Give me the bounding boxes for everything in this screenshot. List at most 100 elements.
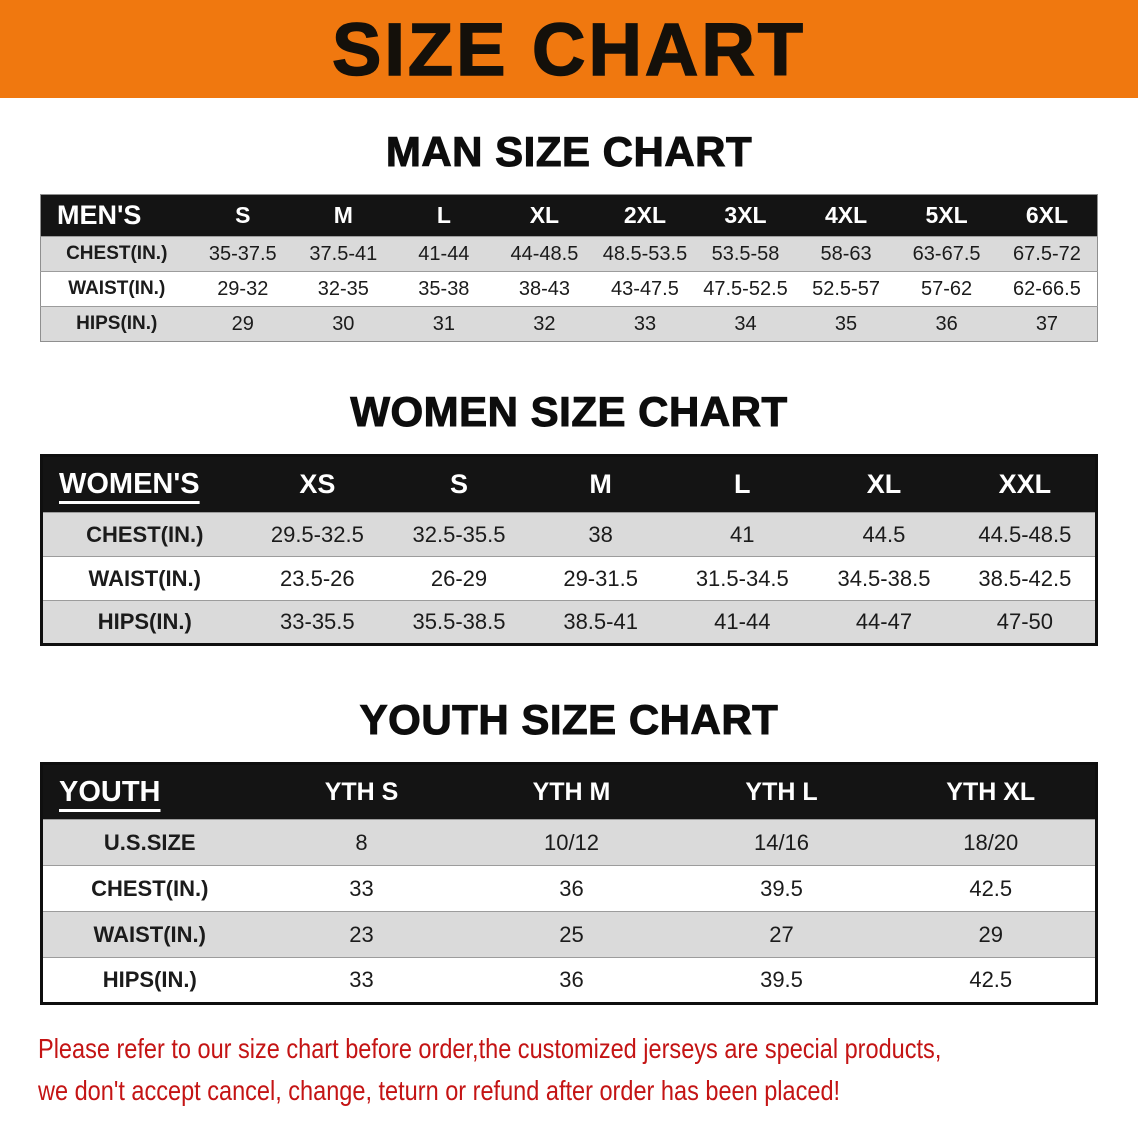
size-value: 29 <box>192 306 294 342</box>
women-size-section: WOMEN SIZE CHART WOMEN'S XS S M L XL XXL CHEST(… <box>0 388 1138 646</box>
table-row: CHEST(IN.) 33 36 39.5 42.5 <box>41 865 1097 912</box>
size-value: 38 <box>529 512 672 557</box>
size-column-header: 4XL <box>824 202 868 228</box>
size-value: 36 <box>466 957 677 1004</box>
row-label: HIPS(IN.) <box>41 600 247 645</box>
disclaimer-line-2: we don't accept cancel, change, teturn o… <box>38 1075 841 1107</box>
table-title-cell: YOUTH <box>59 775 161 808</box>
disclaimer-text: Please refer to our size chart before or… <box>38 1031 1138 1110</box>
size-value: 29.5-32.5 <box>246 512 389 557</box>
men-section-heading: MAN SIZE CHART <box>385 128 753 176</box>
size-value: 47-50 <box>954 600 1097 645</box>
size-value: 48.5-53.5 <box>594 236 696 272</box>
size-value: 31 <box>393 306 495 342</box>
size-value: 33 <box>256 865 467 912</box>
size-column-header: YTH S <box>324 777 399 806</box>
size-value: 30 <box>293 306 394 342</box>
size-column-header: YTH M <box>532 777 611 806</box>
size-value: 35-38 <box>393 271 495 307</box>
size-value: 29-32 <box>192 271 294 307</box>
size-value: 14/16 <box>676 819 887 866</box>
row-label: WAIST(IN.) <box>40 271 193 307</box>
size-value: 67.5-72 <box>996 236 1098 272</box>
size-value: 18/20 <box>886 819 1097 866</box>
size-value: 23 <box>256 911 467 958</box>
size-value: 38.5-42.5 <box>954 556 1097 601</box>
row-label: CHEST(IN.) <box>41 512 247 557</box>
banner-title: SIZE CHART <box>331 7 806 92</box>
size-value: 47.5-52.5 <box>695 271 796 307</box>
size-column-header: 2XL <box>623 202 667 228</box>
youth-size-section: YOUTH SIZE CHART YOUTH YTH S YTH M YTH L YTH… <box>0 696 1138 1005</box>
size-column-header: YTH L <box>745 777 818 806</box>
size-column-header: 5XL <box>925 202 968 228</box>
youth-size-table: YOUTH YTH S YTH M YTH L YTH XL U.S.SIZE 8 10/12… <box>40 762 1098 1005</box>
size-value: 62-66.5 <box>996 271 1098 307</box>
size-value: 43-47.5 <box>594 271 696 307</box>
size-column-header: 6XL <box>1025 202 1069 228</box>
size-value: 41-44 <box>393 236 495 272</box>
women-section-heading: WOMEN SIZE CHART <box>350 388 788 436</box>
size-value: 44-47 <box>813 600 955 645</box>
size-value: 33 <box>594 306 696 342</box>
table-row: WAIST(IN.) 23 25 27 29 <box>41 911 1097 958</box>
table-header-row: MEN'S S M L XL 2XL 3XL 4XL 5XL 6XL <box>40 194 1098 237</box>
row-label: WAIST(IN.) <box>41 556 247 601</box>
table-title-cell: MEN'S <box>57 200 142 230</box>
size-column-header: 3XL <box>724 202 767 228</box>
men-size-section: MAN SIZE CHART MEN'S S M L XL 2XL 3XL 4XL 5XL 6XL… <box>0 128 1138 342</box>
size-value: 34 <box>695 306 796 342</box>
size-value: 37.5-41 <box>293 236 394 272</box>
size-value: 23.5-26 <box>246 556 389 601</box>
size-column-header: S <box>235 202 251 228</box>
size-value: 53.5-58 <box>695 236 796 272</box>
size-value: 27 <box>676 911 887 958</box>
size-value: 35.5-38.5 <box>388 600 530 645</box>
size-value: 58-63 <box>795 236 897 272</box>
size-value: 26-29 <box>388 556 530 601</box>
table-title-cell: WOMEN'S <box>59 468 200 500</box>
size-value: 33-35.5 <box>246 600 389 645</box>
size-value: 35-37.5 <box>192 236 294 272</box>
size-column-header: XS <box>299 469 336 499</box>
table-row: HIPS(IN.) 29 30 31 32 33 34 35 36 37 <box>40 306 1098 342</box>
size-value: 44-48.5 <box>494 236 595 272</box>
size-value: 31.5-34.5 <box>671 556 814 601</box>
row-label: HIPS(IN.) <box>41 957 257 1004</box>
size-value: 35 <box>795 306 897 342</box>
table-row: HIPS(IN.) 33-35.5 35.5-38.5 38.5-41 41-44 44-… <box>41 600 1097 645</box>
size-value: 37 <box>996 306 1098 342</box>
size-column-header: XL <box>529 202 560 228</box>
size-value: 10/12 <box>466 819 677 866</box>
row-label: HIPS(IN.) <box>40 306 193 342</box>
size-value: 41 <box>671 512 814 557</box>
row-label: WAIST(IN.) <box>41 911 257 958</box>
size-value: 25 <box>466 911 677 958</box>
size-value: 32.5-35.5 <box>388 512 530 557</box>
size-value: 36 <box>896 306 997 342</box>
size-value: 44.5-48.5 <box>954 512 1097 557</box>
size-value: 34.5-38.5 <box>813 556 955 601</box>
size-value: 57-62 <box>896 271 997 307</box>
size-column-header: M <box>333 202 353 228</box>
table-row: WAIST(IN.) 23.5-26 26-29 29-31.5 31.5-34.5 34… <box>41 556 1097 601</box>
size-column-header: M <box>589 469 612 499</box>
table-header-row: YOUTH YTH S YTH M YTH L YTH XL <box>41 763 1097 820</box>
size-value: 29-31.5 <box>529 556 672 601</box>
size-chart-banner: SIZE CHART <box>0 0 1138 98</box>
size-value: 32 <box>494 306 595 342</box>
table-row: WAIST(IN.) 29-32 32-35 35-38 38-43 43-47.5 47.… <box>40 271 1098 307</box>
size-value: 8 <box>256 819 467 866</box>
table-header-row: WOMEN'S XS S M L XL XXL <box>41 455 1097 513</box>
men-size-table: MEN'S S M L XL 2XL 3XL 4XL 5XL 6XL CHEST(IN.) 35-37… <box>40 194 1098 342</box>
size-value: 42.5 <box>886 957 1097 1004</box>
size-value: 52.5-57 <box>795 271 897 307</box>
size-value: 41-44 <box>671 600 814 645</box>
size-value: 39.5 <box>676 865 887 912</box>
size-column-header: L <box>734 469 751 499</box>
table-row: HIPS(IN.) 33 36 39.5 42.5 <box>41 957 1097 1004</box>
size-value: 44.5 <box>813 512 955 557</box>
table-row: CHEST(IN.) 35-37.5 37.5-41 41-44 44-48.5 48.5… <box>40 236 1098 272</box>
youth-section-heading: YOUTH SIZE CHART <box>359 696 779 744</box>
size-value: 36 <box>466 865 677 912</box>
